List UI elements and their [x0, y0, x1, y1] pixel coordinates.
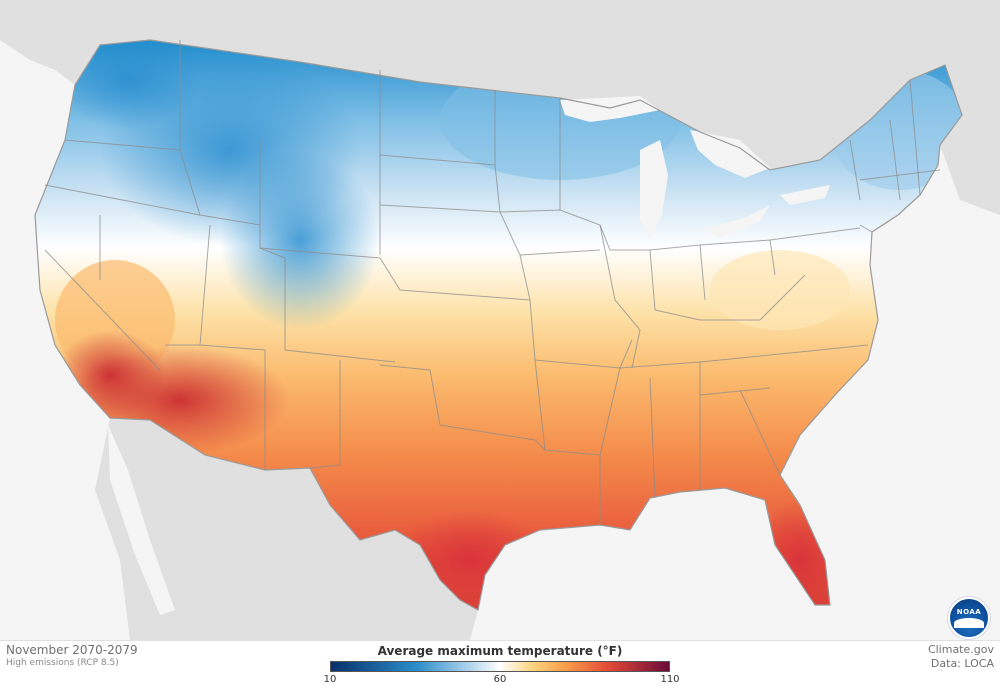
noaa-logo-text: NOAA: [956, 608, 982, 616]
period-label: November 2070-2079: [6, 643, 138, 657]
state-borders: [44, 40, 941, 525]
legend-tick-60: 60: [493, 674, 507, 685]
legend-color-bar: [330, 661, 670, 672]
surrounding-land: [0, 0, 1000, 640]
noaa-logo: NOAA: [948, 597, 990, 639]
legend-tick-10: 10: [323, 674, 337, 685]
legend-tick-110: 110: [660, 674, 680, 685]
scenario-label: High emissions (RCP 8.5): [6, 658, 119, 668]
legend-title: Average maximum temperature (°F): [377, 644, 623, 658]
us-outline: [34, 39, 963, 611]
data-credit: Data: LOCA: [930, 657, 994, 670]
map-area: [0, 0, 1000, 640]
temperature-map: [0, 0, 1000, 640]
footer-bar: November 2070-2079 High emissions (RCP 8…: [0, 640, 1000, 691]
source-credit: Climate.gov: [927, 643, 994, 656]
noaa-bird-icon: [954, 618, 984, 628]
